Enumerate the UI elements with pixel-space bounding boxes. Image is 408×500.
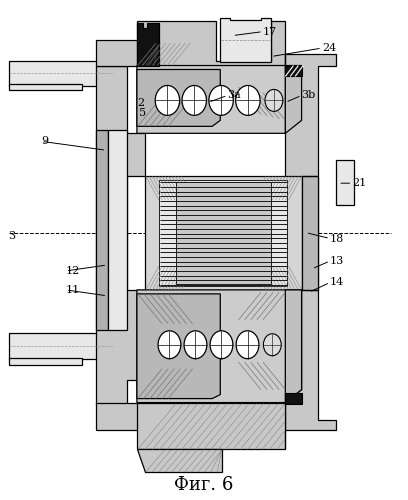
Text: 14: 14 — [330, 278, 344, 287]
Text: 3a: 3a — [228, 90, 242, 101]
Text: 17: 17 — [263, 26, 277, 36]
Polygon shape — [137, 20, 285, 66]
Bar — [96, 403, 145, 430]
Circle shape — [265, 90, 283, 112]
Polygon shape — [137, 66, 302, 134]
Bar — [9, 60, 113, 86]
Circle shape — [158, 331, 181, 358]
Text: 3: 3 — [8, 231, 15, 241]
Circle shape — [264, 334, 281, 355]
Text: Фиг. 6: Фиг. 6 — [174, 476, 234, 494]
Bar — [284, 392, 302, 404]
Polygon shape — [145, 176, 302, 290]
Text: 9: 9 — [41, 136, 49, 146]
Polygon shape — [137, 450, 222, 472]
Polygon shape — [137, 402, 285, 450]
Circle shape — [209, 86, 233, 116]
Polygon shape — [109, 130, 127, 330]
Bar — [284, 66, 302, 76]
Circle shape — [210, 331, 233, 358]
Polygon shape — [96, 130, 109, 330]
Circle shape — [184, 331, 207, 358]
Polygon shape — [302, 176, 318, 290]
Polygon shape — [285, 66, 302, 134]
Polygon shape — [285, 290, 302, 403]
Text: 11: 11 — [66, 285, 80, 295]
Text: 12: 12 — [66, 266, 80, 276]
Bar — [9, 333, 113, 358]
Polygon shape — [137, 70, 220, 126]
Polygon shape — [137, 290, 302, 403]
Bar — [96, 40, 145, 66]
Text: 24: 24 — [322, 43, 336, 53]
Polygon shape — [137, 23, 159, 66]
Polygon shape — [336, 160, 355, 205]
Text: 13: 13 — [330, 256, 344, 266]
Text: 3b: 3b — [302, 90, 316, 101]
Text: 5: 5 — [139, 108, 146, 118]
Text: 21: 21 — [353, 178, 367, 188]
Circle shape — [182, 86, 206, 116]
Text: 18: 18 — [330, 234, 344, 243]
Polygon shape — [175, 182, 271, 284]
Polygon shape — [96, 66, 145, 404]
Polygon shape — [285, 54, 336, 430]
Circle shape — [236, 331, 259, 358]
Polygon shape — [220, 18, 271, 62]
Polygon shape — [159, 180, 287, 286]
Text: 2: 2 — [137, 98, 144, 108]
Circle shape — [155, 86, 180, 116]
Bar — [9, 84, 82, 90]
Circle shape — [236, 86, 260, 116]
Polygon shape — [137, 294, 220, 399]
Bar — [9, 358, 82, 364]
